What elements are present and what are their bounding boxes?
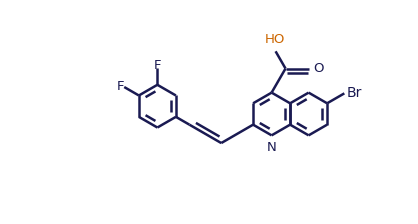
Text: N: N [267,141,276,154]
Text: F: F [117,80,125,93]
Text: HO: HO [265,33,285,46]
Text: O: O [314,62,324,75]
Text: Br: Br [347,86,362,100]
Text: F: F [154,59,161,72]
